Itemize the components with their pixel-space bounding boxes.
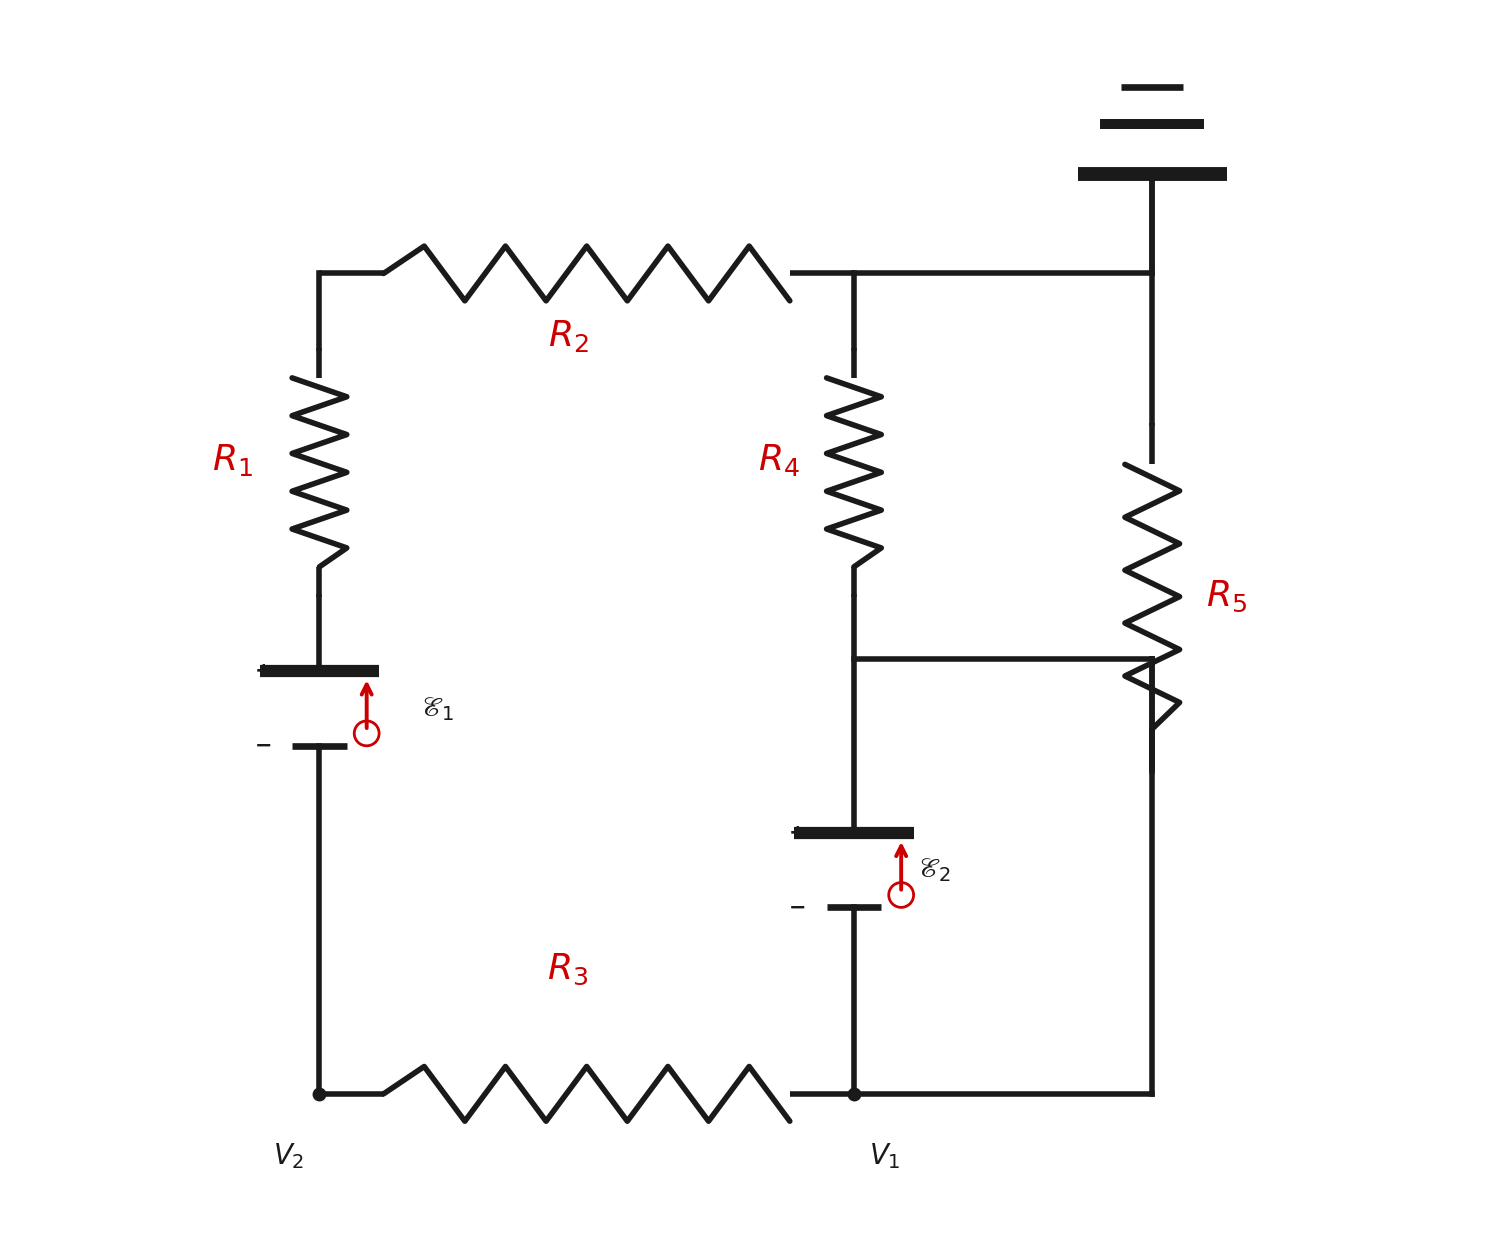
Text: +: + (789, 823, 807, 843)
Text: $R_4$: $R_4$ (759, 443, 800, 477)
Text: +: + (255, 661, 272, 681)
Text: $R_2$: $R_2$ (548, 318, 589, 353)
Text: −: − (255, 736, 272, 756)
Text: $R_3$: $R_3$ (548, 952, 589, 987)
Text: $R_1$: $R_1$ (213, 443, 254, 477)
Text: $R_5$: $R_5$ (1206, 579, 1248, 614)
Text: $\mathscr{E}_1$: $\mathscr{E}_1$ (421, 695, 454, 722)
Text: $\mathscr{E}_2$: $\mathscr{E}_2$ (917, 856, 951, 884)
Text: −: − (789, 897, 807, 917)
Text: $V_1$: $V_1$ (869, 1141, 901, 1171)
Text: $V_2$: $V_2$ (273, 1141, 303, 1171)
